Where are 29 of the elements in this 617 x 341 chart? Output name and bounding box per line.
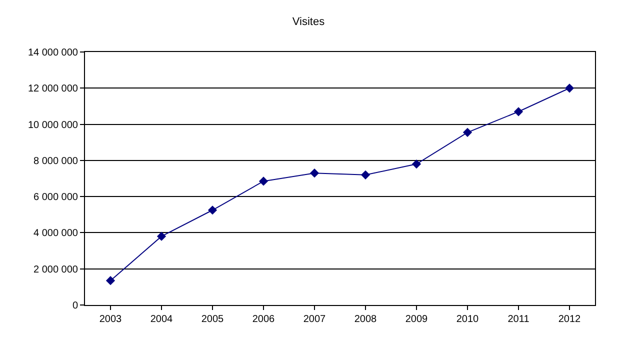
point: [360, 170, 370, 180]
point: [514, 107, 524, 116]
y-tick-label: 6 000 000: [34, 192, 78, 204]
point: [462, 128, 472, 137]
y-tick-label: 14 000 000: [28, 48, 78, 58]
point: [106, 276, 116, 286]
y-tick-label: 12 000 000: [28, 84, 78, 95]
x-tick-label: 2006: [252, 314, 276, 325]
point: [156, 232, 166, 241]
point: [310, 168, 320, 178]
x-tick-label: 2009: [405, 314, 428, 325]
x-tick-label: 2007: [303, 314, 326, 325]
y-tick-label: 8 000 000: [34, 156, 78, 167]
chart-title: Visites: [292, 16, 326, 28]
point: [258, 176, 268, 186]
x-tick-label: 2011: [508, 314, 530, 325]
y-tick-label: 2 000 000: [34, 264, 78, 276]
x-tick-label: 2008: [354, 314, 378, 325]
y-tick-label: 0: [72, 300, 78, 312]
point: [412, 159, 422, 169]
x-tick-label: 2010: [456, 314, 480, 325]
x-tick-label: 2004: [150, 314, 174, 325]
point: [208, 206, 218, 215]
y-tick-label: 4 000 000: [34, 228, 78, 240]
point: [564, 84, 574, 93]
y-tick-label: 10 000 000: [28, 120, 78, 131]
x-tick-label: 2005: [201, 314, 224, 325]
x-tick-label: 2003: [99, 314, 122, 325]
x-tick-label: 2012: [558, 314, 582, 325]
